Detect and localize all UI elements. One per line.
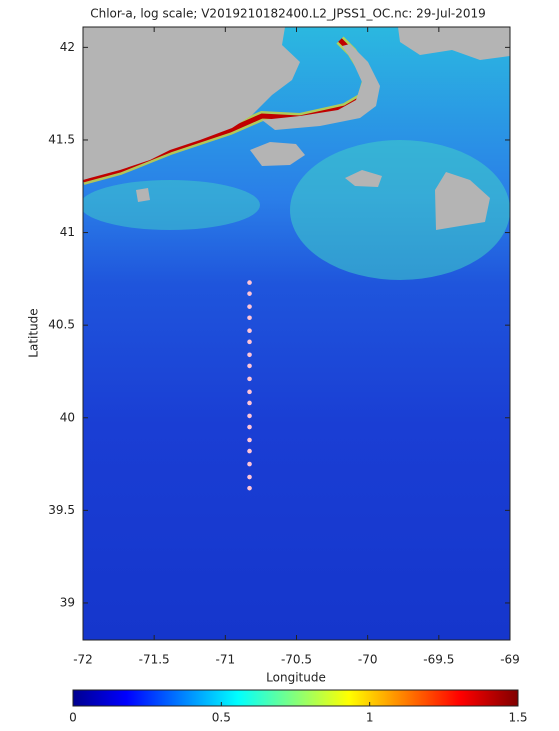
land — [345, 170, 382, 187]
land — [398, 27, 510, 60]
land — [435, 172, 490, 230]
x-tick-label: -70 — [358, 653, 378, 667]
x-tick-label: -69.5 — [423, 653, 454, 667]
x-tick-label: -71.5 — [139, 653, 170, 667]
x-tick-label: -72 — [73, 653, 93, 667]
land — [262, 44, 380, 130]
x-tick-label: -71 — [216, 653, 236, 667]
station-point — [247, 304, 252, 309]
station-point — [247, 474, 252, 480]
station-point — [247, 448, 252, 454]
chart-title: Chlor-a, log scale; V2019210182400.L2_JP… — [90, 7, 486, 21]
station-point — [247, 400, 252, 406]
x-tick-label: -70.5 — [281, 653, 312, 667]
station-point — [247, 339, 252, 345]
x-tick-label: -69 — [500, 653, 520, 667]
map-image — [83, 27, 510, 640]
station-point — [247, 328, 252, 334]
y-tick-label: 39 — [60, 595, 75, 609]
land — [250, 142, 305, 166]
station-point — [247, 413, 252, 419]
bloom — [83, 180, 260, 230]
y-axis-label: Latitude — [27, 308, 41, 357]
colorbar-tick-label: 0 — [69, 711, 77, 725]
land — [83, 27, 300, 180]
station-point — [247, 376, 252, 382]
y-tick-label: 41.5 — [48, 132, 75, 146]
y-tick-label: 39.5 — [48, 503, 75, 517]
x-axis-label: Longitude — [266, 671, 326, 685]
station-point — [247, 363, 252, 369]
station-point — [247, 352, 252, 358]
colorbar-tick-label: 0.5 — [212, 711, 231, 725]
colorbar — [72, 689, 519, 707]
colorbar-tick-label: 1.5 — [508, 711, 527, 725]
colorbar-tick-label: 1 — [366, 711, 374, 725]
y-tick-label: 42 — [60, 40, 75, 54]
station-point — [247, 315, 252, 321]
station-point — [247, 291, 252, 296]
y-tick-label: 40.5 — [48, 318, 75, 332]
station-point — [247, 280, 252, 285]
station-point — [247, 461, 252, 467]
station-point — [247, 437, 252, 443]
y-tick-label: 40 — [60, 410, 75, 424]
station-point — [247, 389, 252, 395]
station-point — [247, 424, 252, 430]
land — [136, 188, 150, 202]
station-point — [247, 485, 252, 491]
y-tick-label: 41 — [60, 225, 75, 239]
